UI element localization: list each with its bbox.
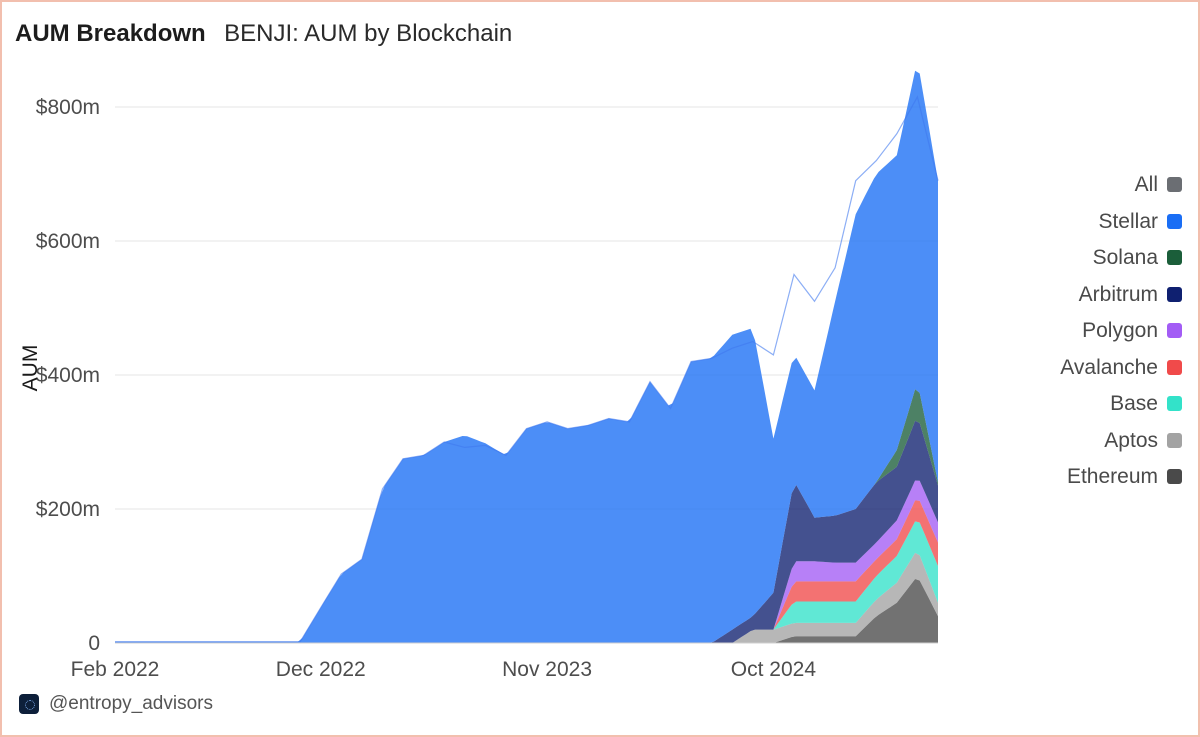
legend-label: Avalanche (1060, 355, 1158, 379)
y-tick-label: $400m (36, 364, 100, 387)
y-tick-label: 0 (88, 632, 100, 655)
legend-label: Ethereum (1066, 465, 1158, 488)
legend-item-base[interactable]: Base (1000, 389, 1190, 426)
x-tick-label: Oct 2024 (731, 658, 817, 681)
legend-swatch (1167, 213, 1182, 229)
legend-item-avalanche[interactable]: Avalanche (1000, 353, 1190, 390)
legend-item-ethereum[interactable]: Ethereum (1000, 462, 1190, 499)
legend-label: Stellar (1098, 209, 1158, 233)
legend-item-all[interactable]: All (1000, 170, 1190, 207)
chart-header: AUM Breakdown BENJI: AUM by Blockchain (15, 20, 512, 48)
area-ethereum (115, 579, 938, 643)
legend-swatch (1167, 323, 1182, 338)
line-all-total (115, 95, 939, 643)
entropy-logo-icon (19, 694, 39, 714)
legend-item-arbitrum[interactable]: Arbitrum (1000, 280, 1190, 317)
area-aptos (115, 552, 938, 643)
x-tick-label: Nov 2023 (502, 658, 592, 681)
legend-label: Arbitrum (1078, 282, 1158, 306)
legend-swatch (1167, 396, 1182, 411)
legend-swatch (1167, 286, 1182, 302)
legend-swatch (1167, 250, 1182, 265)
attribution-handle: @entropy_advisors (49, 693, 213, 714)
y-tick-label: $200m (36, 498, 100, 521)
legend-label: Solana (1092, 246, 1158, 269)
chart-subtitle: BENJI: AUM by Blockchain (224, 20, 513, 47)
legend-item-stellar[interactable]: Stellar (1000, 207, 1190, 244)
x-tick-label: Feb 2022 (71, 658, 160, 681)
page-title: AUM Breakdown (15, 20, 206, 47)
legend-swatch (1167, 469, 1182, 484)
legend-swatch (1167, 359, 1182, 375)
area-stellar (115, 70, 938, 643)
chart-legend: All Stellar Solana Arbitrum Polygon Avalanche… (1000, 170, 1190, 499)
legend-label: Aptos (1104, 428, 1158, 452)
legend-item-polygon[interactable]: Polygon (1000, 316, 1190, 353)
x-tick-label: Dec 2022 (276, 658, 366, 681)
legend-label: Polygon (1082, 319, 1158, 342)
y-tick-label: $600m (36, 230, 100, 253)
legend-swatch (1167, 177, 1182, 192)
legend-label: All (1134, 173, 1158, 196)
legend-label: Base (1110, 392, 1158, 415)
chart-svg: 0 $200m $400m $600m $800m Feb 2022 Dec 2022 Nov… (19, 70, 939, 681)
legend-item-aptos[interactable]: Aptos (1000, 426, 1190, 463)
y-axis-label: AUM (19, 345, 42, 392)
legend-swatch (1167, 432, 1182, 448)
legend-item-solana[interactable]: Solana (1000, 243, 1190, 280)
attribution: @entropy_advisors (19, 693, 213, 715)
y-tick-label: $800m (36, 96, 100, 119)
